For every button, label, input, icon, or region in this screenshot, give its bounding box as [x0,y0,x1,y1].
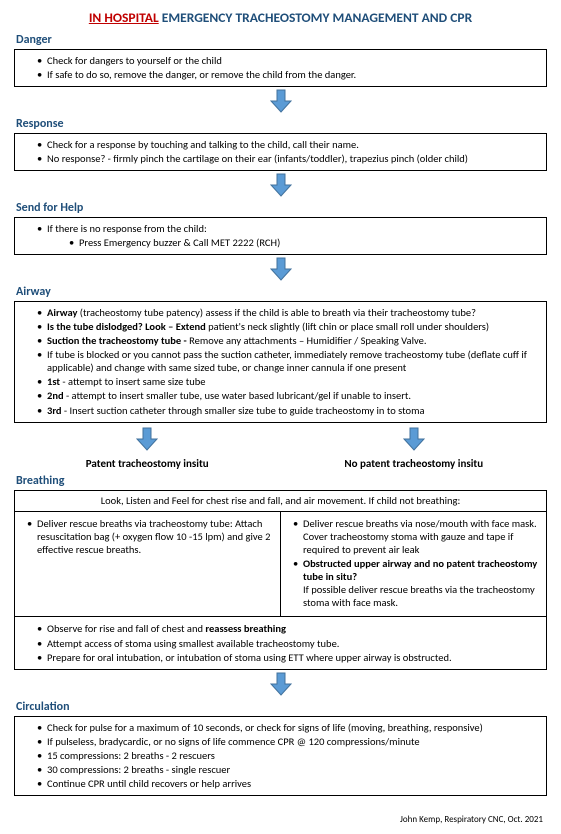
bold: 3rd [47,404,62,417]
danger-item: Check for dangers to yourself or the chi… [37,54,540,67]
breathing-bottom-item: Prepare for oral intubation, or intubati… [37,651,540,664]
heading-breathing: Breathing [16,474,547,489]
breathing-bottom-item: Attempt access of stoma using smallest a… [37,637,540,650]
airway-item: 2nd - attempt to insert smaller tube, us… [37,389,540,402]
heading-circulation: Circulation [16,700,547,715]
box-circulation: Check for pulse for a maximum of 10 seco… [14,716,547,797]
danger-item: If safe to do so, remove the danger, or … [37,68,540,81]
send-lead: If there is no response from the child: [47,222,207,235]
breathing-bottom: Observe for rise and fall of chest and r… [15,616,546,668]
bold: 2nd [47,389,64,402]
heading-danger: Danger [16,33,547,48]
title-rest: EMERGENCY TRACHEOSTOMY MANAGEMENT AND CP… [159,9,472,26]
heading-send: Send for Help [16,201,547,216]
breathing-split: Deliver rescue breaths via tracheostomy … [15,511,546,617]
text: Remove any attachments – Humidifier / Sp… [187,334,427,347]
text: (tracheostomy tube patency) assess if th… [77,306,476,319]
bold: Airway [47,306,77,319]
airway-item: If tube is blocked or you cannot pass th… [37,348,540,374]
text: - attempt to insert smaller tube, use wa… [64,389,411,402]
bold: reassess breathing [205,622,286,635]
text: patient's neck slightly (lift chin or pl… [206,320,489,333]
breathing-right-col: Deliver rescue breaths via nose/mouth wi… [281,512,546,617]
airway-item: Suction the tracheostomy tube - Remove a… [37,334,540,347]
arrow-down-icon [270,257,292,281]
airway-item: 1st - attempt to insert same size tube [37,375,540,388]
text: - Insert suction catheter through smalle… [62,404,425,417]
box-send: If there is no response from the child: … [14,217,547,254]
heading-response: Response [16,117,547,132]
box-airway: Airway (tracheostomy tube patency) asses… [14,301,547,423]
box-response: Check for a response by touching and tal… [14,133,547,171]
arrow-down-icon [270,89,292,113]
branch-right: No patent tracheostomy insitu [281,457,548,471]
box-danger: Check for dangers to yourself or the chi… [14,49,547,87]
circulation-item: 15 compressions: 2 breaths - 2 rescuers [37,749,540,762]
bold: Obstructed upper airway and no patent tr… [303,557,537,583]
breathing-bottom-item: Observe for rise and fall of chest and r… [37,622,540,635]
breathing-right-item: Deliver rescue breaths via nose/mouth wi… [293,517,538,556]
branch-labels: Patent tracheostomy insitu No patent tra… [14,457,547,471]
bold: Is the tube dislodged? Look – Extend [47,320,206,333]
arrow-down-icon [270,672,292,696]
title-inhosp: IN HOSPITAL [89,9,159,26]
bold: 1st [47,375,60,388]
footer-credit: John Kemp, Respiratory CNC, Oct. 2021 [14,814,547,825]
send-sub: Press Emergency buzzer & Call MET 2222 (… [69,236,540,249]
airway-item: 3rd - Insert suction catheter through sm… [37,404,540,417]
airway-item: Airway (tracheostomy tube patency) asses… [37,306,540,319]
bold: Suction the tracheostomy tube - [47,334,187,347]
send-item: If there is no response from the child: … [37,222,540,248]
box-breathing: Look, Listen and Feel for chest rise and… [14,490,547,669]
text: If possible deliver rescue breaths via t… [303,583,535,609]
arrow-down-icon [270,173,292,197]
text: - attempt to insert same size tube [60,375,205,388]
heading-airway: Airway [16,285,547,300]
page-title: IN HOSPITAL EMERGENCY TRACHEOSTOMY MANAG… [14,10,547,27]
circulation-item: Check for pulse for a maximum of 10 seco… [37,721,540,734]
circulation-item: If pulseless, bradycardic, or no signs o… [37,735,540,748]
breathing-right-item: Obstructed upper airway and no patent tr… [293,557,538,610]
breathing-top: Look, Listen and Feel for chest rise and… [15,491,546,510]
breathing-left-item: Deliver rescue breaths via tracheostomy … [27,517,272,556]
airway-item: Is the tube dislodged? Look – Extend pat… [37,320,540,333]
response-item: No response? - firmly pinch the cartilag… [37,152,540,165]
arrow-down-icon [403,427,425,451]
circulation-item: Continue CPR until child recovers or hel… [37,777,540,790]
breathing-left-col: Deliver rescue breaths via tracheostomy … [15,512,281,617]
circulation-item: 30 compressions: 2 breaths - single resc… [37,763,540,776]
text: Observe for rise and fall of chest and [47,622,205,635]
response-item: Check for a response by touching and tal… [37,138,540,151]
arrow-down-icon [136,427,158,451]
branch-left: Patent tracheostomy insitu [14,457,281,471]
